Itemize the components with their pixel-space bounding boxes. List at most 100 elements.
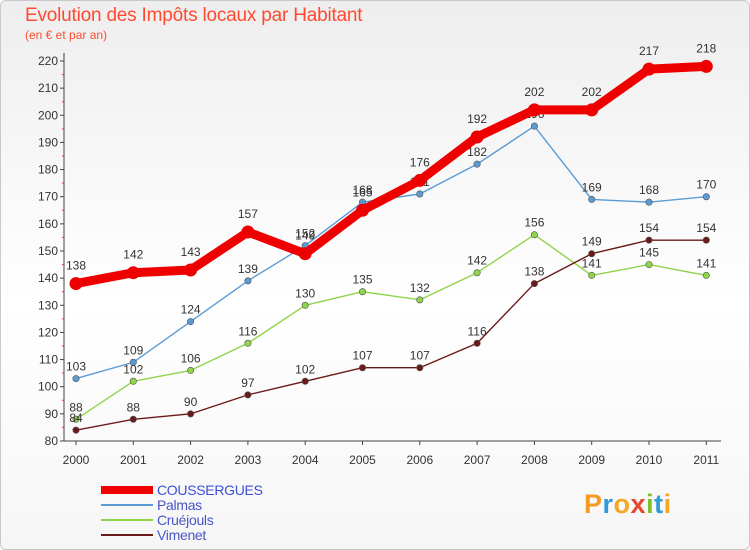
- data-label: 138: [524, 265, 544, 279]
- legend-swatch: [101, 534, 153, 536]
- data-label: 152: [295, 227, 315, 241]
- data-label: 145: [639, 246, 659, 260]
- data-label: 130: [295, 286, 315, 300]
- data-point: [72, 415, 80, 423]
- data-point: [702, 236, 710, 244]
- data-point: [530, 280, 538, 288]
- data-point: [301, 377, 309, 385]
- y-tick-label: 80: [45, 434, 59, 448]
- logo-letter: o: [613, 489, 631, 519]
- data-point: [473, 339, 481, 347]
- data-label: 202: [582, 85, 602, 99]
- data-label: 141: [696, 256, 716, 270]
- data-point: [416, 296, 424, 304]
- data-label: 157: [238, 207, 258, 221]
- logo-letter: i: [663, 489, 672, 519]
- data-label: 149: [295, 229, 315, 243]
- data-label: 116: [238, 324, 257, 338]
- data-label: 116: [468, 324, 487, 338]
- data-point: [702, 271, 710, 279]
- logo-letter: P: [584, 489, 603, 519]
- y-tick-label: 90: [45, 407, 59, 421]
- x-tick-label: 2001: [120, 453, 147, 467]
- y-tick-label: 180: [38, 163, 58, 177]
- data-point: [129, 377, 137, 385]
- data-point: [244, 277, 252, 285]
- x-tick-label: 2002: [177, 453, 204, 467]
- logo-letter: i: [646, 489, 655, 519]
- data-label: 192: [467, 112, 487, 126]
- data-point: [699, 59, 713, 73]
- data-label: 202: [524, 85, 544, 99]
- data-label: 143: [181, 245, 201, 259]
- data-label: 107: [352, 349, 372, 363]
- data-label: 141: [582, 256, 602, 270]
- logo-letter: r: [602, 489, 614, 519]
- data-label: 217: [639, 44, 659, 58]
- series-line-palmas: [75, 125, 707, 380]
- legend-label: Vimenet: [157, 527, 207, 543]
- data-label: 169: [582, 180, 602, 194]
- data-point: [473, 269, 481, 277]
- data-label: 168: [352, 183, 372, 197]
- data-point: [301, 301, 309, 309]
- data-label: 88: [127, 400, 141, 414]
- y-tick-label: 110: [39, 353, 58, 367]
- data-point: [358, 288, 366, 296]
- data-point: [241, 225, 255, 239]
- chart-title: Evolution des Impôts locaux par Habitant: [25, 5, 363, 26]
- series-line-vimenet: [75, 239, 707, 431]
- data-label: 139: [238, 262, 258, 276]
- y-tick-label: 120: [38, 325, 58, 339]
- data-point: [126, 266, 140, 280]
- x-tick-label: 2000: [63, 453, 90, 467]
- data-point: [527, 103, 541, 117]
- y-tick-label: 150: [38, 244, 58, 258]
- legend-swatch: [101, 486, 153, 494]
- data-point: [129, 415, 137, 423]
- y-tick-label: 170: [38, 190, 58, 204]
- data-label: 170: [696, 178, 716, 192]
- data-point: [298, 247, 312, 261]
- data-point: [416, 190, 424, 198]
- data-label: 138: [66, 259, 86, 273]
- x-tick-label: 2006: [406, 453, 433, 467]
- data-point: [530, 231, 538, 239]
- y-tick-label: 160: [38, 217, 58, 231]
- data-point: [413, 173, 427, 187]
- data-label: 154: [696, 221, 716, 235]
- data-label: 149: [582, 235, 602, 249]
- data-label: 103: [66, 360, 86, 374]
- data-point: [473, 160, 481, 168]
- data-label: 109: [123, 343, 143, 357]
- y-tick-label: 140: [38, 271, 58, 285]
- x-tick-label: 2007: [464, 453, 491, 467]
- logo-letter: x: [630, 489, 647, 519]
- data-label: 84: [69, 411, 83, 425]
- y-tick-label: 220: [38, 54, 58, 68]
- data-point: [69, 277, 83, 291]
- proxiti-logo: Proxiti: [584, 489, 672, 520]
- data-point: [470, 130, 484, 144]
- y-tick-label: 130: [38, 298, 58, 312]
- data-label: 97: [241, 376, 255, 390]
- data-point: [72, 426, 80, 434]
- data-point: [530, 122, 538, 130]
- data-point: [588, 195, 596, 203]
- x-tick-label: 2008: [521, 453, 548, 467]
- x-tick-label: 2003: [235, 453, 262, 467]
- data-label: 154: [639, 221, 659, 235]
- data-point: [585, 103, 599, 117]
- data-label: 102: [123, 362, 143, 376]
- data-label: 142: [467, 254, 487, 268]
- data-label: 165: [352, 185, 372, 199]
- data-point: [129, 358, 137, 366]
- legend-swatch: [101, 519, 153, 521]
- data-point: [358, 364, 366, 372]
- data-point: [588, 271, 596, 279]
- data-label: 102: [295, 362, 315, 376]
- y-tick-label: 190: [38, 135, 58, 149]
- data-label: 176: [410, 155, 430, 169]
- series-line-coussergues: [71, 61, 711, 289]
